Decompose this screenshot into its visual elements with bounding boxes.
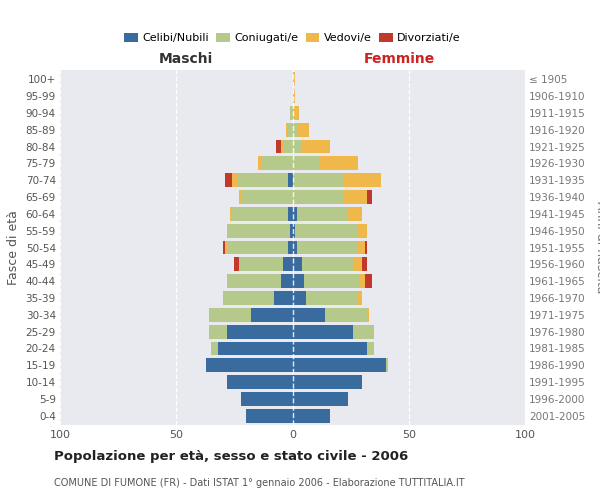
Bar xyxy=(232,174,236,187)
Bar xyxy=(293,392,348,406)
Bar xyxy=(320,156,358,170)
Bar xyxy=(367,308,369,322)
Bar xyxy=(293,106,299,120)
Bar xyxy=(227,274,281,288)
Bar xyxy=(218,342,293,355)
Bar xyxy=(293,308,325,322)
Bar xyxy=(386,358,388,372)
Bar xyxy=(293,375,362,389)
Bar xyxy=(225,174,232,187)
Bar xyxy=(348,207,362,220)
Y-axis label: Anni di nascita: Anni di nascita xyxy=(594,201,600,294)
Bar xyxy=(227,375,293,389)
Bar xyxy=(227,324,293,338)
Bar xyxy=(293,409,330,422)
Text: Femmine: Femmine xyxy=(364,52,435,66)
Bar xyxy=(241,392,293,406)
Bar xyxy=(293,174,344,187)
Bar xyxy=(206,358,293,372)
Bar xyxy=(223,240,225,254)
Bar xyxy=(239,190,241,204)
Bar xyxy=(293,258,302,271)
Bar xyxy=(358,240,365,254)
Bar xyxy=(211,342,218,355)
Bar xyxy=(293,190,344,204)
Bar xyxy=(209,308,251,322)
Bar xyxy=(251,308,293,322)
Y-axis label: Fasce di età: Fasce di età xyxy=(7,210,20,285)
Bar xyxy=(290,224,293,237)
Bar xyxy=(223,291,274,305)
Bar xyxy=(227,240,288,254)
Bar xyxy=(293,72,295,86)
Bar xyxy=(358,291,362,305)
Bar xyxy=(237,174,288,187)
Bar xyxy=(344,190,367,204)
Bar xyxy=(302,140,330,153)
Text: Maschi: Maschi xyxy=(158,52,212,66)
Bar xyxy=(304,274,360,288)
Text: Popolazione per età, sesso e stato civile - 2006: Popolazione per età, sesso e stato civil… xyxy=(54,450,408,463)
Bar xyxy=(293,291,307,305)
Bar xyxy=(358,224,367,237)
Legend: Celibi/Nubili, Coniugati/e, Vedovi/e, Divorziati/e: Celibi/Nubili, Coniugati/e, Vedovi/e, Di… xyxy=(124,33,461,43)
Bar xyxy=(239,258,283,271)
Bar xyxy=(283,258,293,271)
Bar xyxy=(367,342,374,355)
Bar xyxy=(281,140,283,153)
Bar xyxy=(344,174,381,187)
Bar xyxy=(286,123,288,136)
Bar xyxy=(297,207,348,220)
Bar xyxy=(288,123,293,136)
Bar xyxy=(235,258,239,271)
Bar xyxy=(293,324,353,338)
Bar xyxy=(293,240,297,254)
Bar xyxy=(293,140,302,153)
Text: COMUNE DI FUMONE (FR) - Dati ISTAT 1° gennaio 2006 - Elaborazione TUTTITALIA.IT: COMUNE DI FUMONE (FR) - Dati ISTAT 1° ge… xyxy=(54,478,464,488)
Bar xyxy=(302,258,353,271)
Bar xyxy=(246,409,293,422)
Bar xyxy=(293,123,297,136)
Bar xyxy=(262,156,293,170)
Bar xyxy=(297,123,309,136)
Bar xyxy=(290,106,293,120)
Bar xyxy=(362,258,367,271)
Bar xyxy=(325,308,367,322)
Bar xyxy=(367,190,371,204)
Bar xyxy=(293,89,295,103)
Bar xyxy=(353,324,374,338)
Bar xyxy=(365,274,371,288)
Bar xyxy=(281,274,293,288)
Bar xyxy=(209,324,227,338)
Bar xyxy=(295,224,358,237)
Bar xyxy=(293,342,367,355)
Bar xyxy=(274,291,293,305)
Bar xyxy=(225,240,227,254)
Bar xyxy=(365,240,367,254)
Bar xyxy=(276,140,281,153)
Bar xyxy=(293,274,304,288)
Bar xyxy=(288,207,293,220)
Bar xyxy=(288,240,293,254)
Bar xyxy=(230,207,232,220)
Bar xyxy=(353,258,362,271)
Bar xyxy=(288,174,293,187)
Bar xyxy=(360,274,365,288)
Bar xyxy=(232,207,288,220)
Bar xyxy=(227,224,290,237)
Bar xyxy=(307,291,358,305)
Bar xyxy=(293,358,386,372)
Bar xyxy=(293,207,297,220)
Bar xyxy=(283,140,293,153)
Bar xyxy=(241,190,293,204)
Bar xyxy=(297,240,358,254)
Bar xyxy=(257,156,262,170)
Bar xyxy=(293,156,320,170)
Bar xyxy=(293,224,295,237)
